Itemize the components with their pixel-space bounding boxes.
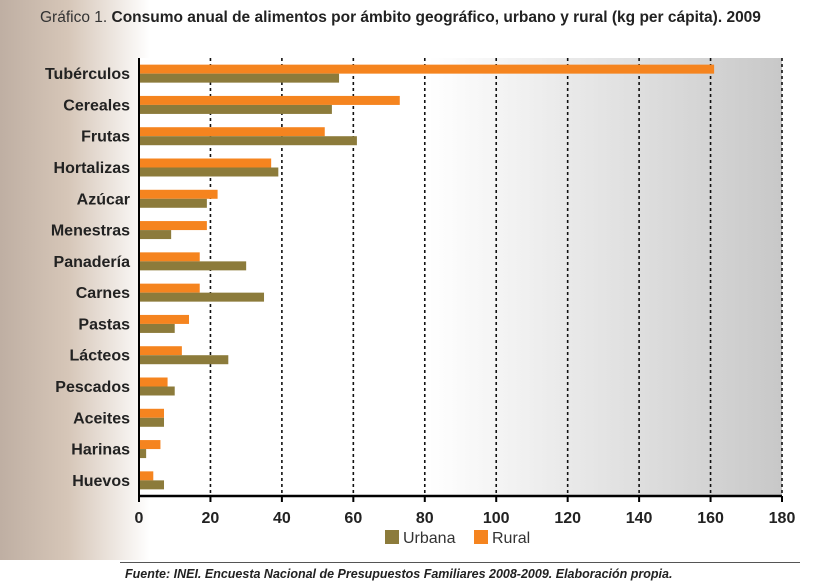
x-tick-label: 20 (202, 510, 220, 527)
bar-rural (139, 408, 165, 418)
category-label: Azúcar (77, 191, 130, 208)
x-tick-label: 60 (344, 510, 362, 527)
x-tick-label: 120 (554, 510, 581, 527)
category-label: Cereales (63, 97, 130, 114)
category-label: Carnes (76, 285, 130, 302)
bar-urbana (139, 230, 172, 240)
bar-urbana (139, 292, 265, 302)
bar-chart: Tubérculos Cereales Frutas Hortalizas Azúcar… (45, 58, 796, 547)
bar-urbana (139, 386, 175, 396)
category-label: Harinas (71, 442, 130, 459)
bar-rural (139, 252, 200, 262)
bar-rural (139, 471, 154, 481)
x-tick-label: 40 (273, 510, 291, 527)
x-tick-label: 80 (416, 510, 434, 527)
bar-rural (139, 346, 182, 356)
chart-title-prefix: Gráfico 1. (40, 9, 108, 26)
bar-rural (139, 127, 325, 137)
bar-urbana (139, 355, 229, 365)
x-tick-label: 140 (626, 510, 653, 527)
bar-rural (139, 158, 272, 168)
legend-swatch-urbana (385, 530, 399, 544)
x-tick-label: 180 (769, 510, 796, 527)
bar-rural (139, 221, 207, 231)
x-tick-label: 100 (483, 510, 510, 527)
bar-urbana (139, 198, 207, 208)
source-note: Fuente: INEI. Encuesta Nacional de Presu… (125, 567, 673, 581)
x-tick-label: 0 (135, 510, 144, 527)
category-label: Huevos (72, 473, 130, 490)
category-label: Hortalizas (54, 160, 131, 177)
bar-rural (139, 440, 161, 450)
bar-rural (139, 283, 200, 293)
footer-divider (120, 562, 800, 563)
legend-swatch-rural (474, 530, 488, 544)
bar-urbana (139, 104, 332, 114)
bar-urbana (139, 73, 340, 83)
bar-rural (139, 64, 715, 74)
bar-urbana (139, 261, 247, 271)
category-label: Tubérculos (45, 66, 130, 83)
category-label: Pastas (78, 316, 130, 333)
bar-rural (139, 189, 218, 199)
legend-label-urbana: Urbana (403, 530, 456, 547)
bar-urbana (139, 136, 357, 146)
category-label: Aceites (73, 410, 130, 427)
bar-urbana (139, 323, 175, 333)
bar-urbana (139, 480, 165, 490)
bar-rural (139, 377, 168, 387)
plot-area (140, 58, 782, 495)
category-label: Panadería (54, 254, 131, 271)
bar-urbana (139, 417, 165, 427)
x-tick-label: 160 (697, 510, 724, 527)
bar-urbana (139, 167, 279, 177)
bar-rural (139, 95, 400, 105)
category-label: Pescados (55, 379, 130, 396)
background-photo (0, 0, 150, 560)
bar-rural (139, 314, 190, 324)
chart-title-text: Consumo anual de alimentos por ámbito ge… (111, 9, 761, 26)
category-label: Menestras (51, 223, 130, 240)
category-label: Frutas (81, 129, 130, 146)
category-label: Lácteos (70, 348, 131, 365)
bar-urbana (139, 449, 147, 459)
legend-label-rural: Rural (492, 530, 530, 547)
chart-title: Gráfico 1. Consumo anual de alimentos po… (40, 8, 810, 27)
